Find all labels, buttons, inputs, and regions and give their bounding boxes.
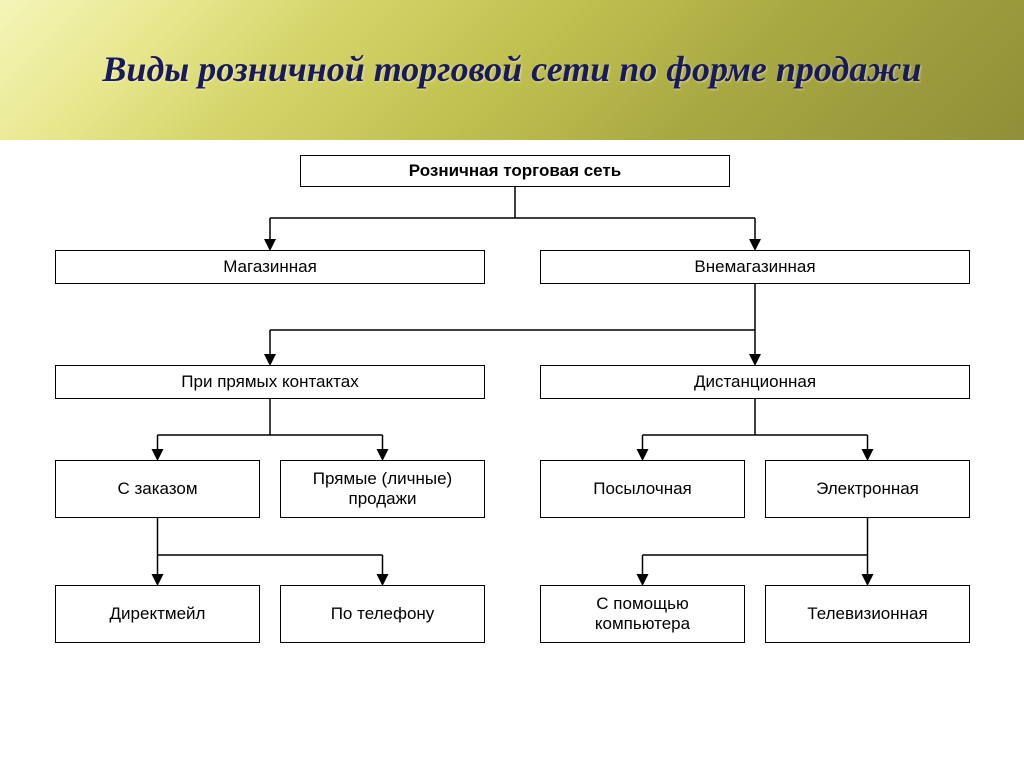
node-l4d: Телевизионная (765, 585, 970, 643)
node-l4a: Директмейл (55, 585, 260, 643)
node-root: Розничная торговая сеть (300, 155, 730, 187)
slide-header: Виды розничной торговой сети по форме пр… (0, 0, 1024, 140)
connector-lines (0, 140, 1024, 768)
node-l1a: Магазинная (55, 250, 485, 284)
node-l1b: Внемагазинная (540, 250, 970, 284)
node-l4b: По телефону (280, 585, 485, 643)
diagram-area: Розничная торговая сеть Магазинная Внемага… (0, 140, 1024, 768)
node-l3c: Посылочная (540, 460, 745, 518)
node-l2b: Дистанционная (540, 365, 970, 399)
node-l2a: При прямых контактах (55, 365, 485, 399)
slide-title: Виды розничной торговой сети по форме пр… (102, 48, 921, 91)
node-l4c: С помощью компьютера (540, 585, 745, 643)
node-l3a: С заказом (55, 460, 260, 518)
node-l3d: Электронная (765, 460, 970, 518)
node-l3b: Прямые (личные) продажи (280, 460, 485, 518)
